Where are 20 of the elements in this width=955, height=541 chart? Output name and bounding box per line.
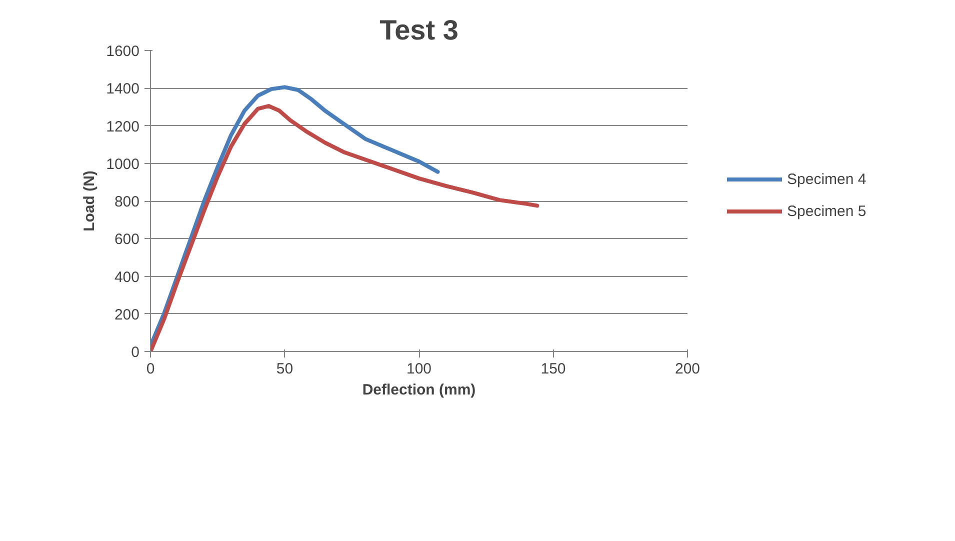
line-series bbox=[150, 104, 540, 352]
y-tick-label: 200 bbox=[114, 306, 140, 324]
y-axis-title: Load (N) bbox=[81, 170, 98, 232]
x-tick-label: 200 bbox=[674, 360, 700, 378]
y-tick-label: 400 bbox=[114, 268, 140, 286]
y-tick-label: 1200 bbox=[106, 118, 140, 136]
x-axis-title: Deflection (mm) bbox=[362, 382, 476, 398]
y-tick-label: 1400 bbox=[106, 80, 140, 98]
legend-label: Specimen 4 bbox=[787, 170, 866, 188]
y-tick-label: 1000 bbox=[106, 156, 140, 173]
legend-label: Specimen 5 bbox=[787, 202, 866, 220]
y-tick-label: 0 bbox=[131, 344, 140, 361]
x-tick-label: 150 bbox=[540, 360, 566, 378]
x-tick-label: 0 bbox=[146, 360, 155, 378]
y-tick-label: 600 bbox=[114, 231, 140, 248]
y-tick-label: 800 bbox=[114, 194, 140, 210]
x-tick-label: 100 bbox=[406, 360, 432, 378]
chart-title: Test 3 bbox=[380, 14, 458, 46]
y-tick-label: 1600 bbox=[106, 43, 140, 60]
x-tick-label: 50 bbox=[276, 360, 294, 378]
